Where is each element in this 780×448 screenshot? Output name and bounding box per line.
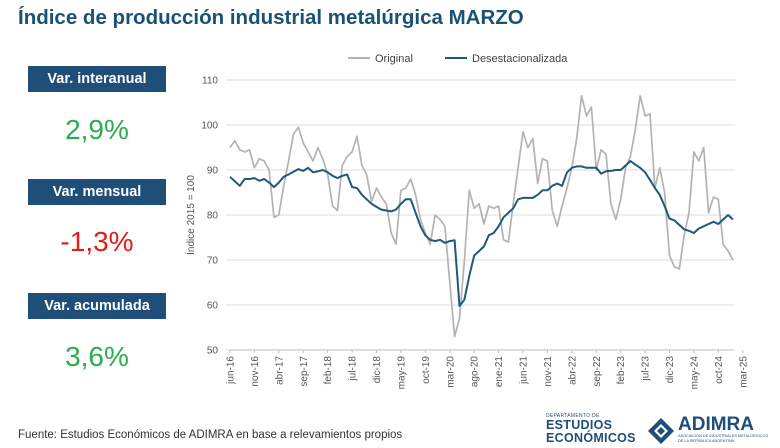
legend-label: Original [375,53,413,65]
y-tick-label: 70 [207,256,219,267]
x-tick-label: oct-24 [714,356,725,384]
x-tick-label: may-24 [689,356,700,390]
adimra-logo-icon [648,418,674,444]
y-tick-label: 110 [202,76,218,87]
adimra-logo-subtitle: ASOCIACIÓN DE INDUSTRIALES METALÚRGICOS … [678,434,769,443]
adimra-logo-text: ADIMRA [678,414,754,435]
x-tick-label: nov-21 [543,356,554,387]
x-tick-label: sep-17 [299,356,310,387]
x-tick-label: nov-16 [250,356,261,387]
x-tick-label: may-19 [396,356,407,390]
y-tick-label: 80 [207,211,219,222]
x-tick-label: oct-19 [421,356,432,384]
kpi-label-acumulada: Var. acumulada [28,293,166,319]
x-tick-label: sep-22 [592,356,603,387]
logo-ee-line1: ESTUDIOS [546,418,613,432]
source-note: Fuente: Estudios Económicos de ADIMRA en… [18,429,403,441]
x-tick-label: ago-20 [470,356,481,388]
x-tick-label: ene-21 [494,356,505,388]
y-axis-title: Índice 2015 = 100 [184,175,197,255]
x-tick-label: abr-17 [274,356,285,385]
logo-ee-line2: ECONÓMICOS [546,430,636,445]
estudios-economicos-logo: DEPARTAMENTO DE ESTUDIOS ECONÓMICOS [546,414,636,444]
kpi-value-mensual: -1,3% [60,226,134,257]
series-line-original [229,94,734,338]
x-tick-label: dic-18 [372,356,383,384]
legend-label: Desestacionalizada [472,53,568,65]
kpi-label-interanual: Var. interanual [28,66,166,92]
kpi-label-mensual: Var. mensual [28,179,166,205]
y-tick-label: 60 [207,301,219,312]
x-tick-label: mar-20 [445,356,456,388]
page-title: Índice de producción industrial metalúrg… [18,6,524,29]
series-line-desestacionalizada [229,160,734,307]
x-tick-label: jul-23 [641,356,652,382]
x-tick-label: feb-23 [616,356,627,385]
y-tick-label: 100 [201,121,218,132]
x-tick-label: abr-22 [567,356,578,385]
kpi-value-acumulada: 3,6% [65,341,129,372]
x-tick-label: jun-16 [226,356,237,385]
x-tick-label: feb-18 [323,356,334,385]
y-tick-label: 50 [207,346,219,357]
kpi-value-interanual: 2,9% [65,114,129,145]
x-tick-label: jun-21 [519,356,530,385]
x-tick-label: mar-25 [738,356,749,388]
x-tick-label: dic-23 [665,356,676,384]
x-tick-label: jul-18 [348,356,359,382]
y-tick-label: 90 [207,166,219,177]
logo-ee-small: DEPARTAMENTO DE [546,413,600,419]
